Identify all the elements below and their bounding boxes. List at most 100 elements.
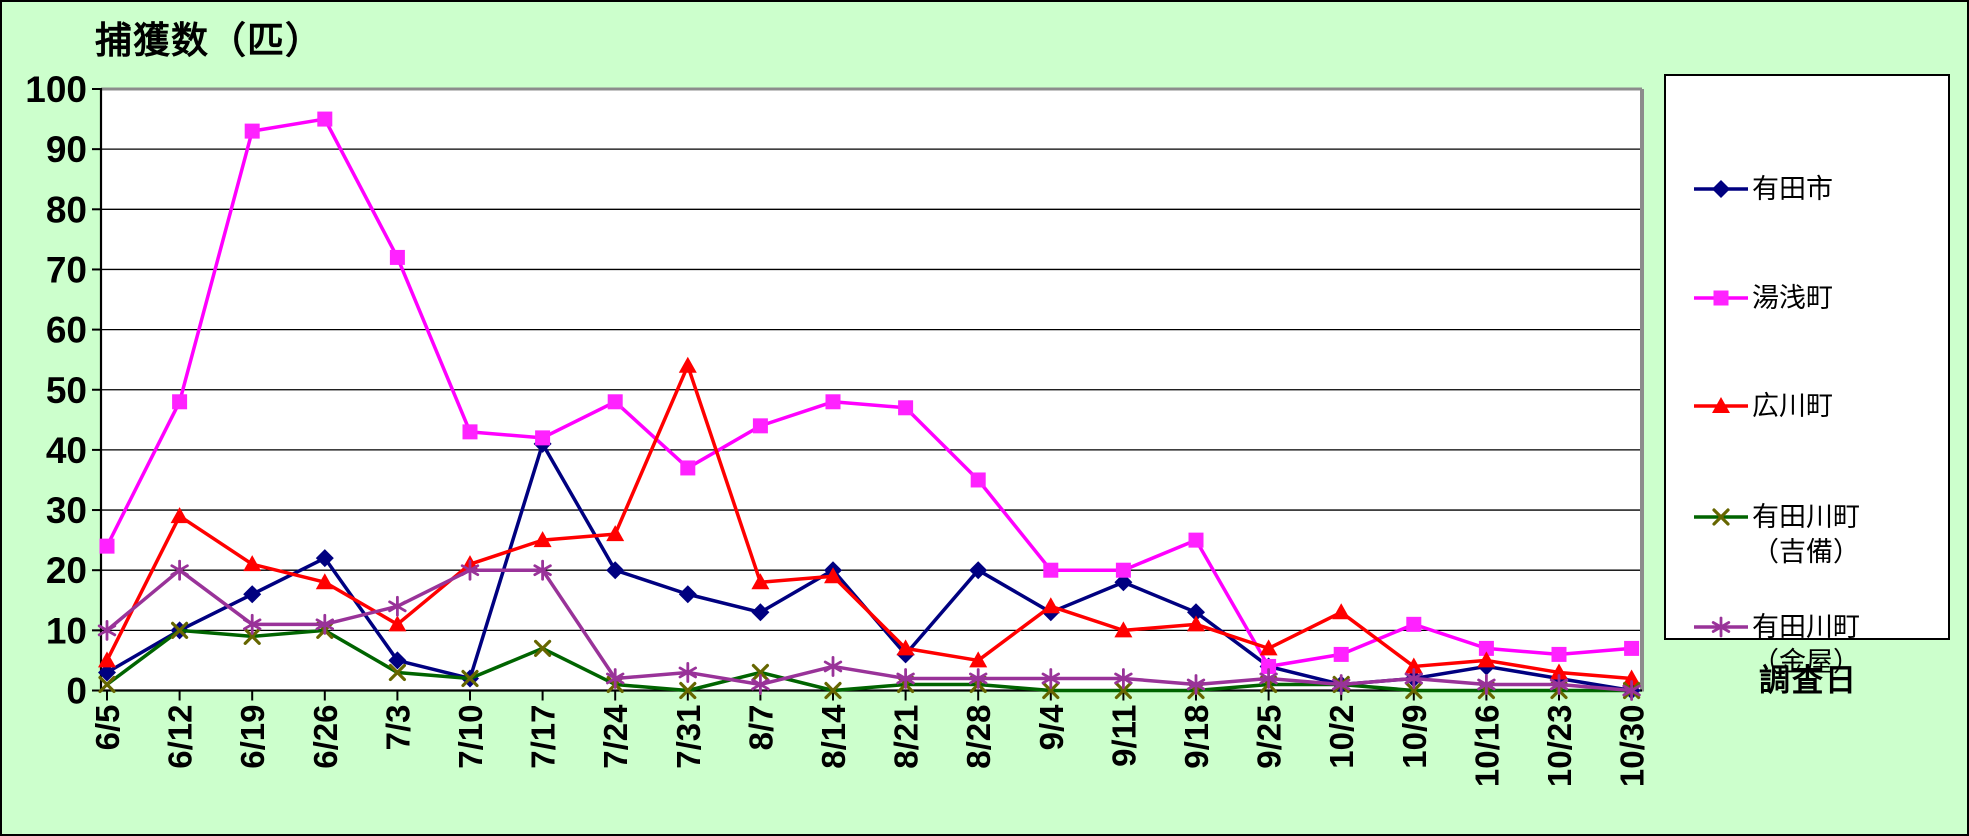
y-tick-label: 0 (66, 671, 87, 712)
legend-swatch (1694, 397, 1748, 413)
triangle-marker (315, 573, 334, 590)
legend-label: 有田川町 （金屋） (1752, 612, 1860, 677)
square-marker (1043, 562, 1059, 578)
asterisk-marker (1114, 668, 1133, 689)
legend-entry-有田川町（金屋）: 有田川町 （金屋） (1692, 610, 1860, 680)
y-tick-label: 10 (46, 610, 87, 651)
triangle-marker (1041, 597, 1060, 614)
asterisk-marker (242, 613, 262, 635)
asterisk-marker (896, 668, 915, 689)
x-tick-label: 6/12 (162, 705, 199, 769)
triangle-marker (1114, 621, 1133, 638)
diamond-marker (678, 585, 697, 604)
x-marker (824, 681, 842, 700)
x-tick-label: 8/21 (888, 705, 925, 769)
x-marker (1042, 681, 1060, 700)
diamond-marker (1187, 603, 1205, 622)
y-tick-label: 60 (46, 310, 87, 351)
asterisk-marker (1186, 674, 1206, 695)
series-line-有田川町（吉備） (105, 628, 1632, 693)
square-marker (1713, 290, 1729, 306)
legend-swatch (1694, 616, 1748, 638)
asterisk-marker (678, 662, 697, 683)
y-tick-label: 90 (46, 129, 87, 170)
legend-swatch (1694, 290, 1748, 306)
x-tick-label: 10/23 (1541, 705, 1578, 788)
x-tick-label: 9/4 (1033, 704, 1070, 751)
diamond-marker (243, 585, 262, 604)
square-marker (607, 394, 623, 410)
legend-label: 広川町 (1752, 391, 1833, 421)
triangle-marker (1550, 663, 1568, 680)
asterisk-marker (1041, 668, 1060, 689)
square-marker (317, 111, 333, 127)
x-tick-label: 9/11 (1105, 705, 1142, 767)
triangle-marker (1477, 651, 1496, 668)
diamond-marker (1712, 180, 1730, 198)
triangle-marker (1259, 639, 1278, 656)
square-marker (1261, 658, 1277, 674)
y-tick-label: 70 (46, 249, 87, 290)
triangle-marker (1404, 657, 1423, 674)
x-tick-label: 8/7 (742, 705, 779, 751)
square-marker (389, 249, 405, 265)
triangle-marker (896, 639, 915, 656)
square-marker (1478, 640, 1494, 656)
x-tick-label: 8/28 (960, 705, 997, 769)
x-tick-label: 8/14 (815, 704, 852, 769)
x-tick-label: 7/10 (452, 705, 489, 769)
series-line-広川町 (105, 363, 1632, 681)
triangle-marker (678, 356, 697, 373)
legend-entry-湯浅町: 湯浅町 (1692, 281, 1833, 316)
asterisk-marker (315, 613, 335, 635)
asterisk-marker (533, 559, 552, 581)
square-marker (752, 418, 768, 434)
y-tick-label: 100 (25, 69, 87, 110)
legend-entry-有田市: 有田市 (1692, 172, 1833, 207)
x-tick-label: 7/24 (597, 704, 634, 769)
asterisk-marker (1477, 674, 1496, 695)
triangle-marker (243, 555, 262, 572)
diamond-marker (606, 561, 625, 580)
square-marker (825, 394, 841, 410)
diamond-marker (969, 561, 988, 580)
square-marker (1115, 562, 1131, 578)
triangle-marker (1622, 669, 1641, 686)
triangle-marker (533, 531, 552, 548)
square-marker (99, 538, 115, 554)
asterisk-marker (170, 559, 189, 581)
triangle-marker (388, 615, 407, 632)
x-marker (533, 639, 552, 657)
legend-label: 有田川町 （吉備） (1752, 502, 1860, 567)
x-marker (679, 681, 697, 700)
square-marker (898, 400, 914, 416)
square-marker (172, 394, 188, 410)
square-marker (1551, 646, 1567, 662)
square-marker (535, 430, 551, 446)
x-axis-title: 調査日 (1759, 663, 1858, 698)
asterisk-marker (460, 559, 480, 581)
x-tick-label: 6/19 (234, 705, 271, 769)
triangle-marker (98, 651, 116, 668)
x-tick-label: 9/18 (1178, 705, 1215, 769)
x-marker (1712, 508, 1730, 526)
diamond-marker (1114, 573, 1133, 592)
y-tick-label: 30 (46, 490, 87, 531)
diamond-marker (388, 651, 407, 670)
asterisk-marker (1711, 616, 1731, 638)
legend-label: 有田市 (1752, 174, 1833, 204)
x-marker (751, 663, 770, 682)
square-marker (680, 460, 696, 476)
x-tick-label: 7/17 (525, 705, 562, 769)
x-marker (243, 627, 261, 645)
x-tick-label: 6/5 (89, 705, 126, 751)
legend-label: 湯浅町 (1752, 283, 1833, 313)
asterisk-marker (1259, 668, 1278, 689)
x-tick-label: 10/16 (1468, 705, 1505, 788)
asterisk-marker (1549, 674, 1569, 695)
triangle-marker (606, 525, 625, 542)
legend-box: 有田市湯浅町広川町有田川町 （吉備） 有田川町 （金屋） (1664, 74, 1950, 677)
triangle-marker (170, 507, 189, 524)
